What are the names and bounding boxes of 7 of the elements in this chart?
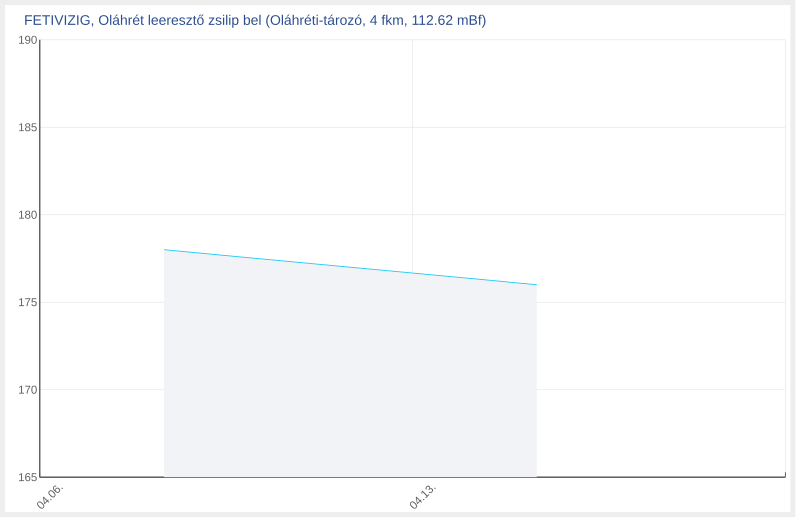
y-tick-label: 180 bbox=[19, 210, 37, 219]
chart-title: FETIVIZIG, Oláhrét leeresztő zsilip bel (Oláhréti-tározó, 4 fkm, 112.62 mBf) bbox=[25, 14, 486, 28]
y-tick-label: 170 bbox=[19, 386, 37, 394]
y-tick-label: 190 bbox=[19, 36, 37, 44]
y-tick-label: 165 bbox=[19, 473, 37, 482]
y-tick-label: 175 bbox=[19, 298, 37, 306]
y-tick-label: 185 bbox=[19, 123, 37, 132]
